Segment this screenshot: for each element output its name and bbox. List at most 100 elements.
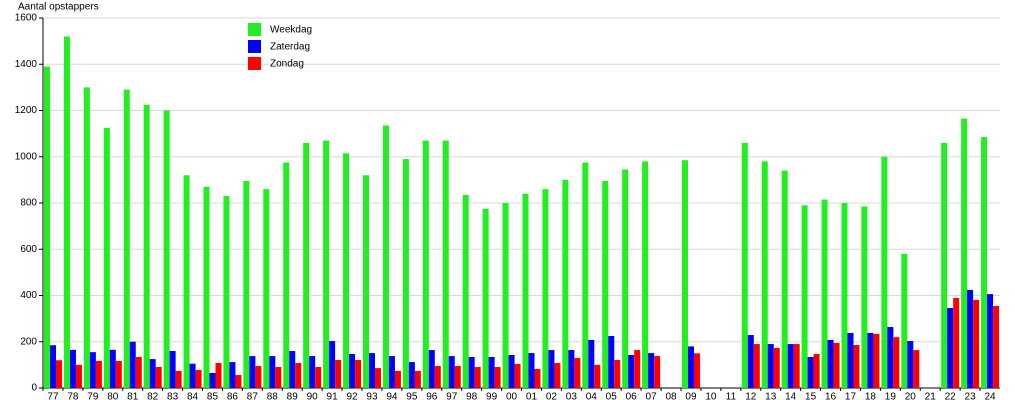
x-tick-label: 23 [965,392,977,400]
bar [761,161,768,388]
x-tick-label: 86 [227,392,239,400]
bar [103,127,110,388]
legend-label: Zaterdag [270,42,310,53]
bar [502,203,509,388]
bar [169,351,176,388]
x-tick-label: 82 [147,392,159,400]
bar [63,36,70,388]
x-tick-label: 17 [845,392,857,400]
x-tick-label: 09 [685,392,697,400]
bar [847,332,854,388]
bar [642,161,649,388]
y-tick-label: 1600 [15,13,38,24]
y-tick-label: 200 [20,336,37,347]
bar [434,366,441,388]
bar [414,370,421,388]
bar [402,159,409,388]
bar [468,357,475,388]
bar [229,362,236,388]
bar [953,298,960,388]
bar [454,366,461,388]
bar [135,357,142,388]
bar [289,351,296,388]
x-tick-label: 88 [267,392,279,400]
bar [562,179,569,388]
x-tick-label: 13 [765,392,777,400]
y-tick-label: 800 [20,198,37,209]
bar [69,349,76,388]
x-tick-label: 80 [107,392,119,400]
bar [269,356,276,388]
bar [628,354,635,388]
bar [508,354,515,388]
x-tick-label: 16 [825,392,837,400]
bar [973,299,980,388]
bar [548,350,555,388]
legend-swatch [248,57,261,70]
bar [807,357,814,388]
x-tick-label: 96 [426,392,438,400]
bar [363,175,369,388]
bar [648,353,655,388]
bar [787,344,794,388]
bar [388,356,395,388]
bar [343,153,350,388]
bar [75,364,82,388]
bar [773,347,780,388]
x-tick-label: 05 [606,392,618,400]
x-tick-label: 87 [247,392,259,400]
bar [335,360,342,388]
bar [827,339,834,388]
legend-label: Zondag [270,59,304,70]
bar [275,366,282,388]
x-tick-label: 11 [726,392,737,400]
bar [947,307,954,388]
bar [50,345,56,388]
bar [588,339,595,388]
bar [175,370,182,388]
bar [821,199,828,388]
bar [907,341,914,388]
bar [833,342,840,388]
y-tick-label: 1000 [15,151,38,162]
bar [283,162,290,388]
bar [494,366,501,388]
x-tick-label: 15 [805,392,817,400]
bar [594,364,601,388]
x-tick-label: 78 [67,392,79,400]
bar [887,326,894,388]
bar [323,140,330,388]
bar [95,360,102,388]
bar [793,344,800,388]
x-tick-label: 91 [327,392,339,400]
bar [448,356,455,388]
bar [522,193,529,388]
bar [223,196,230,388]
x-tick-label: 01 [526,392,538,400]
bar [474,366,481,388]
bar [163,110,170,388]
bar [941,142,948,388]
bar [462,194,469,388]
bar [614,360,621,388]
bar [767,344,774,388]
x-tick-label: 10 [705,392,717,400]
y-axis-label: Aantal opstappers [18,2,99,13]
bar [993,305,1000,388]
bar [56,360,62,388]
y-tick-label: 600 [20,244,37,255]
bar [608,335,615,388]
x-tick-label: 18 [865,392,877,400]
bar [235,375,242,388]
bar [913,350,920,388]
legend-swatch [248,40,261,53]
bar [83,87,90,388]
bar [753,344,760,388]
bar [209,372,216,388]
x-tick-label: 83 [167,392,179,400]
bar [582,162,589,388]
bar [215,363,222,388]
bar [622,169,629,388]
y-tick-label: 1200 [15,105,38,116]
bar [967,289,974,388]
